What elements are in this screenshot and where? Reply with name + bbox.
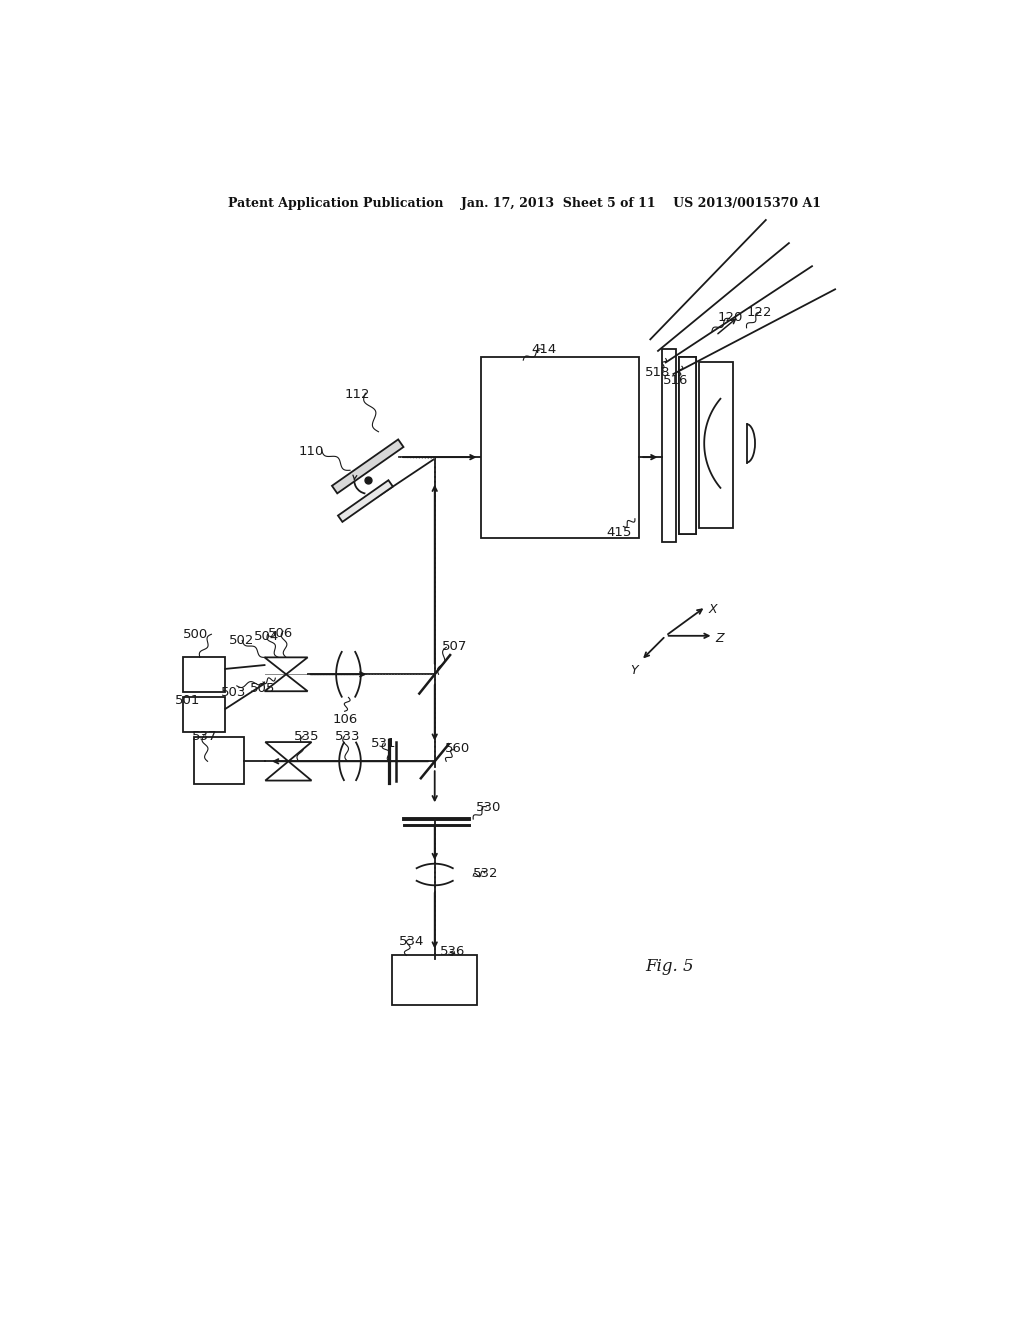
Bar bbox=[662, 350, 676, 543]
Text: 534: 534 bbox=[398, 935, 424, 948]
Text: 535: 535 bbox=[294, 730, 319, 743]
Text: 533: 533 bbox=[335, 730, 360, 743]
Bar bbox=[194, 737, 244, 784]
Text: 414: 414 bbox=[531, 343, 556, 356]
Bar bbox=[698, 363, 733, 528]
Polygon shape bbox=[264, 675, 307, 692]
Text: 504: 504 bbox=[254, 630, 279, 643]
Text: 518: 518 bbox=[645, 367, 671, 379]
Bar bbox=[481, 358, 639, 539]
Text: 106: 106 bbox=[333, 713, 357, 726]
Text: 415: 415 bbox=[606, 527, 632, 540]
Text: X: X bbox=[708, 603, 717, 616]
Text: Patent Application Publication    Jan. 17, 2013  Sheet 5 of 11    US 2013/001537: Patent Application Publication Jan. 17, … bbox=[228, 197, 821, 210]
Text: Z: Z bbox=[716, 632, 724, 645]
Text: 537: 537 bbox=[193, 730, 218, 743]
Polygon shape bbox=[264, 657, 307, 675]
Text: 530: 530 bbox=[475, 801, 501, 814]
Bar bbox=[392, 956, 477, 1006]
Text: Y: Y bbox=[631, 664, 638, 677]
Text: 503: 503 bbox=[221, 686, 247, 698]
Polygon shape bbox=[332, 440, 403, 494]
Text: 502: 502 bbox=[229, 635, 255, 647]
Text: 120: 120 bbox=[717, 312, 742, 323]
Polygon shape bbox=[265, 762, 311, 780]
Bar bbox=[183, 697, 225, 733]
Text: 505: 505 bbox=[250, 682, 275, 696]
Text: 507: 507 bbox=[442, 640, 468, 652]
Text: 560: 560 bbox=[444, 742, 470, 755]
Polygon shape bbox=[338, 480, 393, 521]
Text: 536: 536 bbox=[440, 945, 466, 958]
Text: 516: 516 bbox=[664, 374, 689, 387]
Text: 531: 531 bbox=[371, 738, 396, 751]
Text: 110: 110 bbox=[298, 445, 324, 458]
Polygon shape bbox=[265, 742, 311, 762]
Bar bbox=[679, 358, 695, 535]
Text: 501: 501 bbox=[175, 693, 201, 706]
Bar bbox=[679, 358, 695, 535]
Text: 122: 122 bbox=[746, 306, 772, 319]
Text: 532: 532 bbox=[473, 867, 499, 880]
Text: Fig. 5: Fig. 5 bbox=[645, 958, 694, 975]
Bar bbox=[183, 657, 225, 692]
Text: 500: 500 bbox=[183, 628, 208, 642]
Text: 506: 506 bbox=[267, 627, 293, 640]
Text: 112: 112 bbox=[345, 388, 370, 401]
